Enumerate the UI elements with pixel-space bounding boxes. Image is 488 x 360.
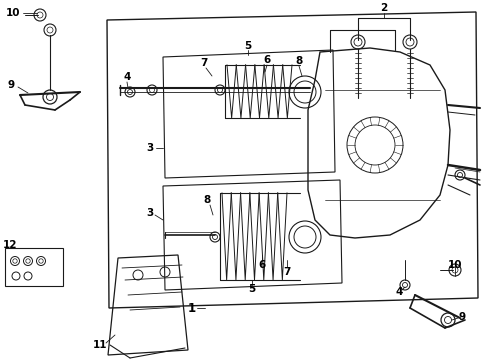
Text: 12: 12 bbox=[3, 240, 17, 250]
Text: 2: 2 bbox=[380, 3, 387, 13]
Text: 5: 5 bbox=[248, 284, 255, 294]
Text: 8: 8 bbox=[203, 195, 210, 205]
Bar bbox=[5, 248, 63, 286]
Text: 3: 3 bbox=[146, 143, 153, 153]
Text: 11: 11 bbox=[93, 340, 107, 350]
Text: 3: 3 bbox=[146, 208, 153, 218]
Text: 6: 6 bbox=[258, 260, 265, 270]
Text: 9: 9 bbox=[7, 80, 15, 90]
Text: 7: 7 bbox=[283, 267, 290, 277]
Text: 10: 10 bbox=[447, 260, 461, 270]
Text: 1: 1 bbox=[187, 302, 196, 315]
Text: 6: 6 bbox=[263, 55, 270, 65]
Text: 8: 8 bbox=[295, 56, 302, 66]
Text: 7: 7 bbox=[200, 58, 207, 68]
Text: 9: 9 bbox=[458, 312, 465, 322]
Text: 4: 4 bbox=[394, 287, 402, 297]
Text: 10: 10 bbox=[6, 8, 20, 18]
Text: 5: 5 bbox=[244, 41, 251, 51]
Text: 4: 4 bbox=[123, 72, 130, 82]
